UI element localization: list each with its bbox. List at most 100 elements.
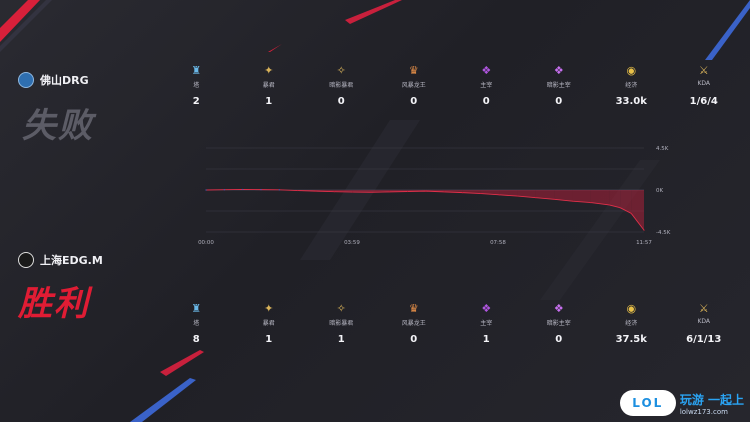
stat-label: 暗影主宰: [546, 82, 571, 89]
team-name-edgm: 上海EDG.M: [18, 252, 103, 268]
stat-value: 0: [410, 334, 418, 345]
stat-value: 33.0k: [615, 96, 647, 107]
stat-value: 6/1/13: [686, 334, 722, 345]
site-watermark: LOL 玩游 一起上 lolwz173.com: [619, 390, 744, 416]
team-name-label: 上海EDG.M: [40, 254, 103, 267]
stat-value: 37.5k: [615, 334, 647, 345]
shadow-overlord-icon: ❖: [553, 64, 564, 77]
gold-diff-point: [297, 189, 299, 192]
stat-shadow-overlord: ❖ 暗影主宰 0: [523, 64, 596, 107]
stat-label: 风暴龙王: [401, 82, 426, 89]
gold-diff-area: [631, 190, 644, 231]
gold-diff-area: [609, 190, 621, 208]
y-tick-label: 4.5K: [656, 146, 669, 152]
x-tick-label: 00:00: [198, 240, 214, 246]
stat-value: 0: [555, 96, 563, 107]
gold-icon: ◉: [626, 64, 637, 77]
stat-value: 1/6/4: [689, 96, 718, 107]
tower-icon: ♜: [191, 64, 202, 77]
gold-diff-line: [205, 188, 645, 231]
drake-icon: ✦: [264, 64, 274, 77]
stat-value: 0: [555, 334, 563, 345]
result-defeat: 失败: [22, 106, 94, 146]
team-logo-edgm: [18, 252, 34, 268]
shadow-overlord-icon: ❖: [553, 302, 564, 315]
stat-overlord: ❖ 主宰 1: [450, 302, 523, 345]
x-tick-label: 07:58: [490, 240, 506, 246]
sword-icon: ⚔: [698, 64, 709, 77]
stat-label: 暗影主宰: [546, 320, 571, 327]
stat-label: 暴君: [262, 320, 275, 327]
shadow-drake-icon: ✧: [336, 64, 346, 77]
gold-diff-point: [461, 192, 464, 194]
stat-value: 0: [482, 96, 490, 107]
stats-row-team-2: ♜ 塔 8 ✦ 暴君 1 ✧ 暗影暴君 1 ♛ 风暴龙王 0 ❖ 主宰 1 ❖ 暗影主宰 0 ◉ 经济 37.5k ⚔ KD…: [160, 302, 740, 345]
stat-label: 主宰: [480, 320, 493, 327]
stat-label: 暗影暴君: [329, 82, 354, 89]
stat-label: 经济: [625, 320, 638, 327]
gold-diff-area: [620, 190, 632, 214]
stat-value: 2: [192, 96, 200, 107]
gold-diff-area: [590, 190, 610, 205]
result-victory: 胜利: [18, 284, 90, 324]
gold-diff-point: [516, 195, 519, 197]
gold-diff-point: [223, 189, 225, 191]
gold-diff-point: [553, 198, 555, 200]
x-tick-label: 03:59: [344, 240, 360, 246]
gold-diff-point: [619, 207, 621, 209]
gold-diff-point: [242, 188, 244, 191]
gold-diff-point: [333, 191, 335, 193]
stat-label: 经济: [625, 82, 638, 89]
team-name-drg: 佛山DRG: [18, 72, 89, 88]
gold-diff-point: [370, 191, 372, 193]
gold-diff-point: [643, 229, 645, 231]
gold-diff-area: [499, 190, 518, 197]
watermark-badge: LOL: [619, 390, 676, 416]
gold-diff-point: [590, 202, 592, 204]
stat-label: 塔: [193, 320, 200, 327]
overlord-icon: ❖: [481, 64, 492, 77]
stat-value: 1: [265, 334, 273, 345]
gold-diff-area: [535, 190, 555, 200]
stat-sword: ⚔ KDA 6/1/13: [668, 302, 741, 345]
gold-diff-point: [260, 189, 262, 191]
shadow-drake-icon: ✧: [336, 302, 346, 315]
gold-diff-area: [554, 190, 573, 202]
stat-label: KDA: [697, 80, 711, 87]
gold-diff-point: [630, 212, 632, 214]
stat-label: 风暴龙王: [401, 320, 426, 327]
stat-value: 1: [337, 334, 345, 345]
stat-gold: ◉ 经济 33.0k: [595, 64, 668, 107]
y-tick-label: 0K: [656, 188, 663, 194]
stat-label: 暴君: [262, 82, 275, 89]
sword-icon: ⚔: [698, 302, 709, 315]
drake-icon: ✦: [264, 302, 274, 315]
stat-overlord: ❖ 主宰 0: [450, 64, 523, 107]
gold-diff-point: [443, 191, 445, 193]
stat-value: 1: [265, 96, 273, 107]
storm-dragon-icon: ♛: [408, 302, 419, 315]
stat-value: 0: [410, 96, 418, 107]
stat-drake: ✦ 暴君 1: [233, 302, 306, 345]
team-logo-drg: [18, 72, 34, 88]
stat-value: 0: [337, 96, 345, 107]
gold-diff-point: [480, 192, 482, 195]
gold-diff-point: [205, 189, 207, 191]
gold-diff-point: [352, 191, 354, 193]
stat-storm-dragon: ♛ 风暴龙王 0: [378, 64, 451, 107]
tower-icon: ♜: [191, 302, 202, 315]
stat-label: KDA: [697, 318, 711, 325]
team-name-label: 佛山DRG: [40, 74, 89, 87]
gold-diff-point: [571, 200, 574, 202]
stat-label: 主宰: [480, 82, 493, 89]
gold-diff-point: [425, 190, 427, 192]
stat-value: 1: [482, 334, 490, 345]
stat-storm-dragon: ♛ 风暴龙王 0: [378, 302, 451, 345]
stat-drake: ✦ 暴君 1: [233, 64, 306, 107]
stat-label: 暗影暴君: [329, 320, 354, 327]
gold-diff-area: [572, 190, 591, 203]
gold-diff-point: [406, 190, 409, 193]
stat-tower: ♜ 塔 2: [160, 64, 233, 107]
gold-diff-point: [498, 194, 500, 196]
